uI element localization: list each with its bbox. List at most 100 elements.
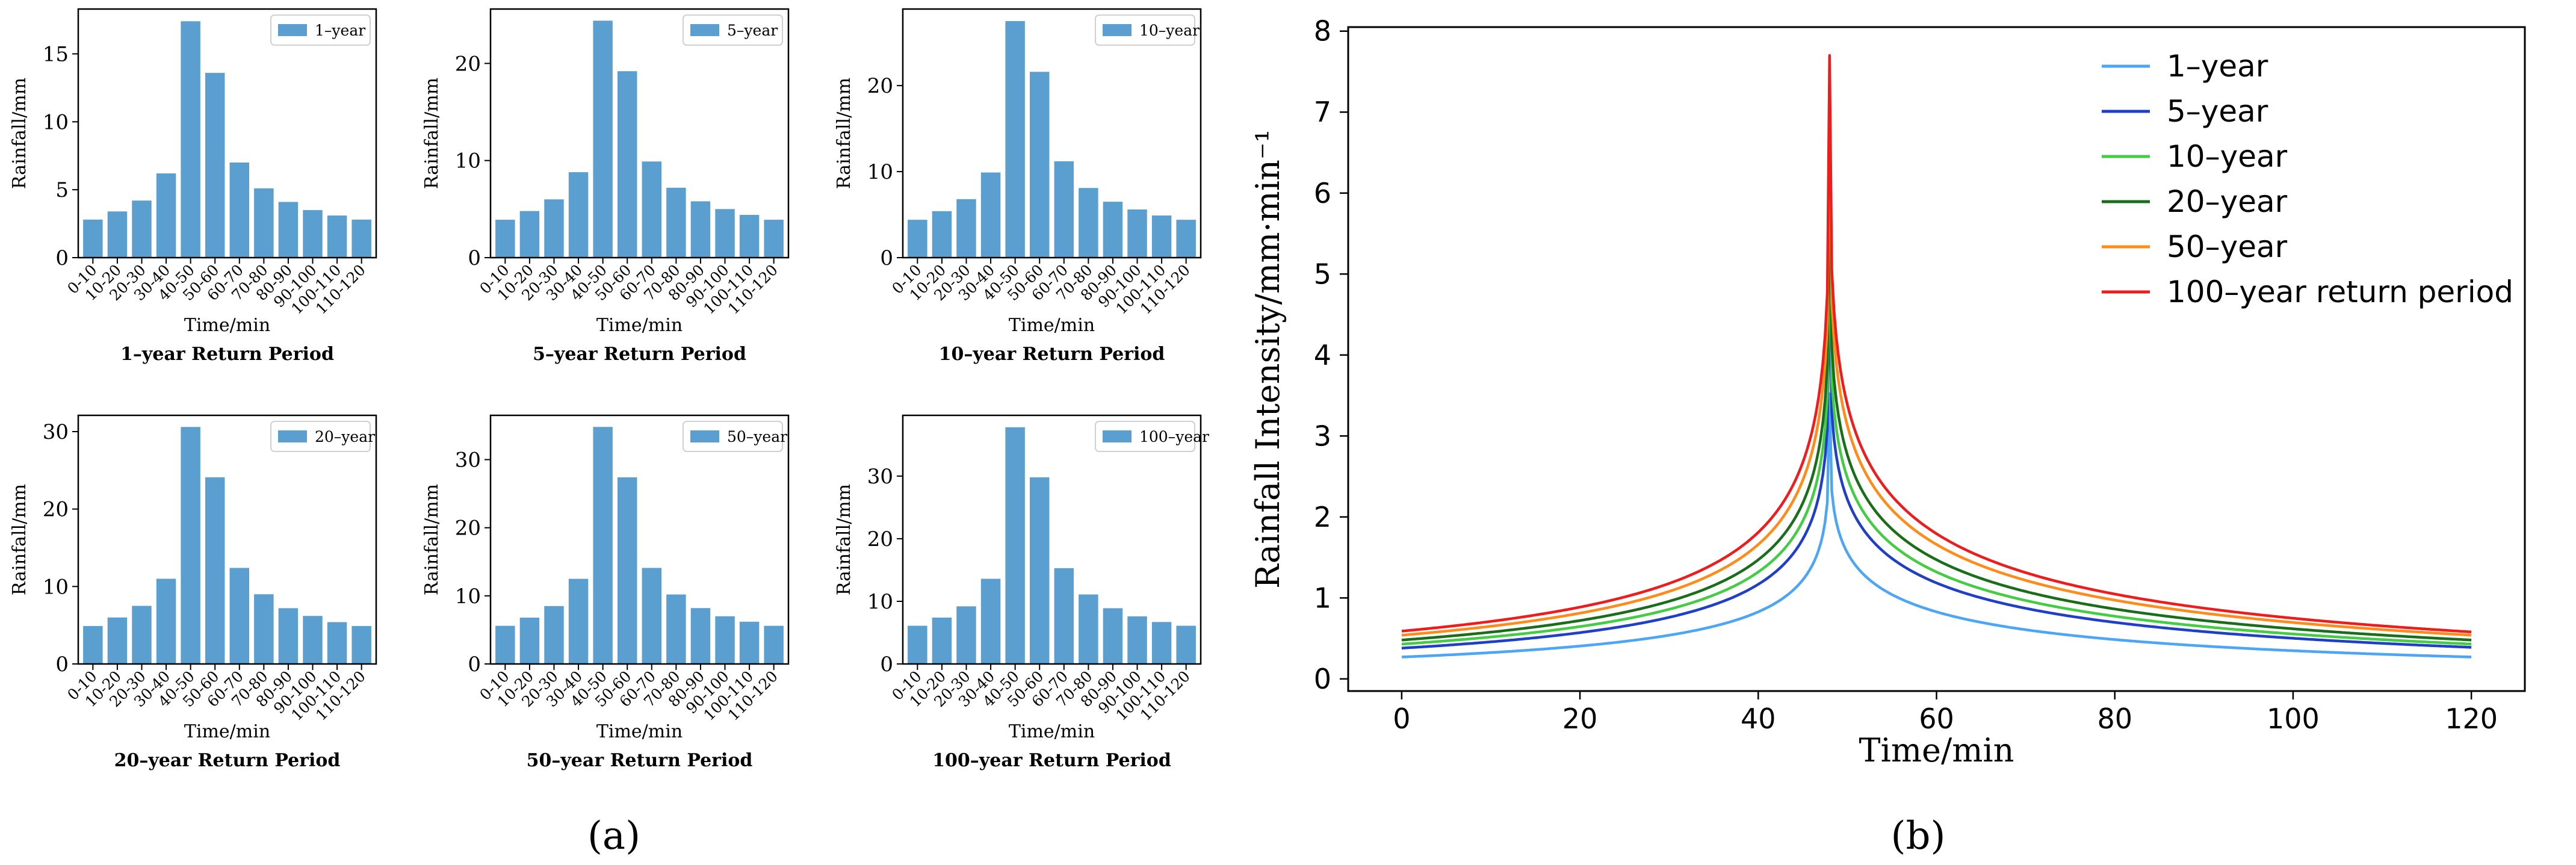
- y-axis-label: Rainfall/mm: [421, 484, 442, 595]
- x-tick-label: 60: [1919, 702, 1954, 735]
- bar: [690, 608, 711, 664]
- bar: [132, 606, 152, 664]
- plot-frame: [489, 8, 790, 259]
- bar: [932, 618, 952, 664]
- bar: [229, 163, 250, 258]
- bar: [303, 616, 323, 664]
- legend: 100–year: [1095, 421, 1209, 452]
- bar: [739, 621, 760, 664]
- bar: [1054, 161, 1074, 258]
- plot-frame: [1347, 26, 2526, 692]
- y-tick-label: 4: [1314, 339, 1331, 371]
- y-tick-label: 10: [867, 160, 893, 184]
- bar: [156, 173, 176, 258]
- legend-swatch: [690, 430, 719, 442]
- bar: [229, 568, 250, 664]
- bar: [956, 199, 976, 258]
- x-axis-label: Time/min: [1009, 315, 1095, 336]
- legend-label: 5–year: [727, 22, 778, 39]
- legend-label: 10–year: [2167, 139, 2288, 174]
- bar: [617, 71, 637, 258]
- y-tick-label: 0: [468, 246, 481, 270]
- panel-b-line-chart: 0 20 40 60 80 100 120 0 1 2 3 4 5 6 7 8 Time/min Rainfall…: [1249, 15, 2526, 769]
- x-axis-label: Time/min: [596, 721, 683, 742]
- bar: [666, 594, 686, 664]
- x-axis-label: Time/min: [1009, 721, 1095, 742]
- plot-frame: [902, 414, 1202, 665]
- bar: [617, 477, 637, 664]
- x-tick-label: 80: [2097, 702, 2132, 735]
- bar: [544, 606, 564, 664]
- y-axis-label: Rainfall Intensity/mm·min⁻¹: [1249, 129, 1287, 589]
- series-line: [1401, 171, 2472, 642]
- chart-title: 10–year Return Period: [939, 344, 1165, 365]
- bar: [1151, 215, 1172, 258]
- y-tick-label: 20: [455, 516, 481, 541]
- legend: 1–year 5–year 10–year 20–year 50–year 100–yea…: [2102, 49, 2513, 309]
- bar: [1176, 220, 1196, 258]
- series-line: [1401, 222, 2472, 646]
- bar: [1079, 594, 1098, 664]
- bar: [181, 21, 200, 258]
- legend-label: 10–year: [1139, 22, 1200, 39]
- chart-title: 5–year Return Period: [533, 344, 746, 365]
- y-tick-label: 6: [1314, 177, 1331, 209]
- y-axis-label: Rainfall/mm: [834, 484, 855, 595]
- bar: [1079, 188, 1098, 258]
- bar: [980, 578, 1001, 664]
- plot-frame: [902, 8, 1202, 259]
- legend-label: 20–year: [2167, 184, 2288, 219]
- y-tick-label: 30: [867, 465, 893, 489]
- bar: [181, 427, 200, 664]
- bar: [1029, 72, 1050, 258]
- legend-box: [1095, 14, 1195, 46]
- x-tick-label: 40: [1741, 702, 1776, 735]
- legend-swatch: [690, 24, 719, 36]
- bar: [1005, 21, 1025, 258]
- bar: [205, 73, 225, 258]
- bar: [642, 568, 662, 664]
- y-tick-label: 5: [55, 178, 69, 202]
- bar: [1029, 477, 1050, 664]
- bar: [278, 202, 299, 258]
- x-axis-label: Time/min: [1859, 731, 2014, 769]
- bar: [932, 211, 952, 258]
- y-tick-label: 10: [43, 110, 69, 134]
- bar-chart-5: 01020300-1010-2020-3030-4040-5050-6060-7…: [421, 414, 790, 771]
- y-tick-label: 5: [1314, 258, 1331, 290]
- y-axis-label: Rainfall/mm: [9, 484, 30, 595]
- panel-a-label: (a): [587, 814, 640, 858]
- series-line: [1401, 274, 2472, 650]
- y-tick-label: 0: [55, 653, 69, 677]
- legend-swatch: [1103, 430, 1132, 442]
- legend-box: [270, 14, 371, 46]
- bar: [254, 188, 274, 258]
- bar: [132, 200, 152, 258]
- y-tick-label: 10: [867, 590, 893, 614]
- y-tick-label: 0: [55, 246, 69, 270]
- legend-label: 100–year: [1139, 428, 1209, 445]
- y-tick-label: 20: [867, 527, 893, 551]
- y-tick-label: 3: [1314, 420, 1331, 452]
- bar: [1054, 568, 1074, 664]
- legend-label: 1–year: [315, 22, 365, 39]
- chart-title: 100–year Return Period: [932, 750, 1171, 771]
- y-tick-label: 20: [455, 52, 481, 76]
- y-tick-label: 0: [1314, 663, 1331, 695]
- x-tick-label: 20: [1562, 702, 1598, 735]
- legend-box: [683, 421, 783, 452]
- bar: [519, 211, 540, 258]
- y-tick-label: 10: [455, 584, 481, 609]
- bar: [83, 625, 103, 664]
- bar-chart-6: 01020300-1010-2020-3030-4040-5050-6060-7…: [834, 414, 1209, 771]
- bar: [666, 187, 686, 258]
- bar: [495, 220, 515, 258]
- bar: [254, 594, 274, 664]
- y-tick-label: 0: [468, 653, 481, 677]
- bar: [764, 220, 784, 258]
- bar: [1127, 209, 1147, 258]
- legend-swatch: [278, 24, 307, 36]
- bar: [205, 477, 225, 664]
- legend-label: 50–year: [727, 428, 787, 445]
- bar-chart-3: 010200-1010-2020-3030-4040-5050-6060-707…: [834, 8, 1202, 365]
